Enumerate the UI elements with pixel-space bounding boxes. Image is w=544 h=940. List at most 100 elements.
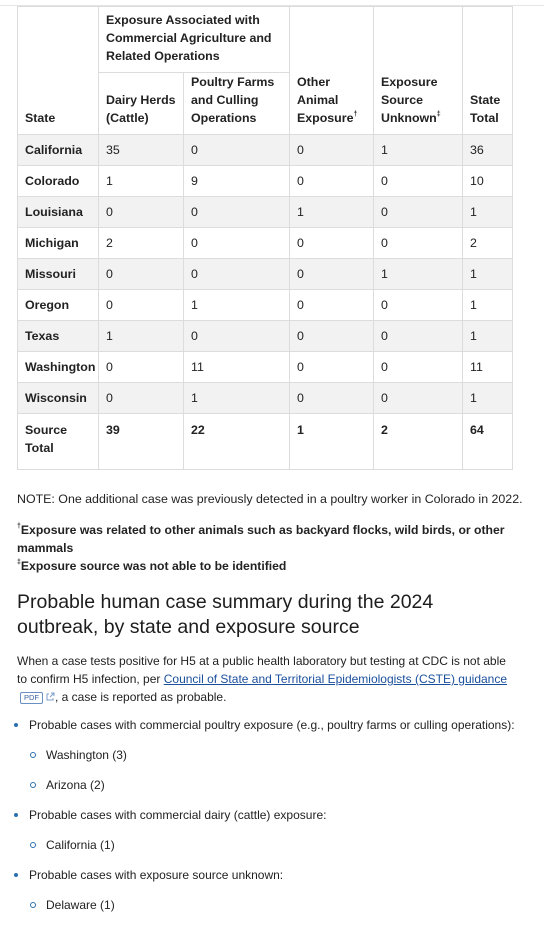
footnote: †Exposure was related to other animals s… xyxy=(17,521,522,557)
state-cell: Louisiana xyxy=(17,196,99,228)
count-cell: 0 xyxy=(289,382,374,414)
case-list: Probable cases with commercial poultry e… xyxy=(0,716,520,926)
count-cell: 0 xyxy=(183,196,290,228)
count-cell: 0 xyxy=(183,134,290,166)
column-header: State xyxy=(17,6,99,135)
intro-text: , a case is reported as probable. xyxy=(55,690,227,704)
sub-item: Washington (3) xyxy=(29,746,520,764)
count-cell: 1 xyxy=(289,196,374,228)
column-label: Exposure Source Unknown xyxy=(381,75,438,125)
table-row: Washington 0 11 0 0 11 xyxy=(17,351,513,383)
count-cell: 36 xyxy=(462,134,513,166)
state-cell: Michigan xyxy=(17,227,99,259)
count-cell: 0 xyxy=(373,289,463,321)
state-cell: California xyxy=(17,134,99,166)
count-cell: 0 xyxy=(373,196,463,228)
footnote-mark: ‡ xyxy=(17,559,21,566)
count-cell: 0 xyxy=(289,134,374,166)
state-cell: Colorado xyxy=(17,165,99,197)
count-cell: 1 xyxy=(98,320,184,352)
count-cell: 1 xyxy=(98,165,184,197)
table-row: Oregon 0 1 0 0 1 xyxy=(17,289,513,321)
pdf-badge: PDF xyxy=(20,692,43,704)
count-cell: 1 xyxy=(462,258,513,290)
sub-list: Washington (3) Arizona (2) xyxy=(29,746,520,794)
count-cell: 1 xyxy=(183,382,290,414)
count-cell: 2 xyxy=(373,413,463,470)
list-item: Probable cases with exposure source unkn… xyxy=(0,866,520,914)
table-row: Texas 1 0 0 0 1 xyxy=(17,320,513,352)
sub-item: California (1) xyxy=(29,836,520,854)
footnote-text: Exposure source was not able to be ident… xyxy=(20,559,287,573)
footnote-mark: ‡ xyxy=(436,111,441,118)
note: NOTE: One additional case was previously… xyxy=(17,492,523,506)
count-cell: 1 xyxy=(462,196,513,228)
table-row: California 35 0 0 1 36 xyxy=(17,134,513,166)
sub-item: Delaware (1) xyxy=(29,896,520,914)
state-cell: Wisconsin xyxy=(17,382,99,414)
footnote-mark: † xyxy=(353,111,358,118)
count-cell: 0 xyxy=(373,227,463,259)
count-cell: 0 xyxy=(98,289,184,321)
state-cell: Oregon xyxy=(17,289,99,321)
count-cell: 0 xyxy=(289,351,374,383)
state-cell: Source Total xyxy=(17,413,99,470)
state-cell: Washington xyxy=(17,351,99,383)
column-header: Poultry Farms and Culling Operations xyxy=(183,72,290,135)
case-table: State Exposure Associated with Commercia… xyxy=(17,6,513,470)
count-cell: 22 xyxy=(183,413,290,470)
intro: When a case tests positive for H5 at a p… xyxy=(17,652,517,706)
state-cell: Missouri xyxy=(17,258,99,290)
count-cell: 11 xyxy=(183,351,290,383)
column-header: Dairy Herds (Cattle) xyxy=(98,72,184,135)
count-cell: 64 xyxy=(462,413,513,470)
table-row: Michigan 2 0 0 0 2 xyxy=(17,227,513,259)
table-row: Colorado 1 9 0 0 10 xyxy=(17,165,513,197)
column-header: Other Animal Exposure† xyxy=(289,6,374,135)
count-cell: 0 xyxy=(183,258,290,290)
count-cell: 1 xyxy=(462,382,513,414)
count-cell: 0 xyxy=(183,320,290,352)
count-cell: 10 xyxy=(462,165,513,197)
count-cell: 0 xyxy=(98,258,184,290)
external-icon xyxy=(46,692,55,701)
count-cell: 1 xyxy=(373,134,463,166)
list-item: Probable cases with commercial dairy (ca… xyxy=(0,806,520,854)
count-cell: 2 xyxy=(462,227,513,259)
footnote: ‡Exposure source was not able to be iden… xyxy=(17,557,522,575)
link[interactable]: Council of State and Territorial Epidemi… xyxy=(163,672,508,686)
footnotes: †Exposure was related to other animals s… xyxy=(17,521,522,575)
count-cell: 1 xyxy=(462,289,513,321)
section-heading: Probable human case summary during the 2… xyxy=(17,591,434,638)
count-cell: 0 xyxy=(289,320,374,352)
count-cell: 0 xyxy=(98,351,184,383)
count-cell: 0 xyxy=(373,351,463,383)
table-body: California 35 0 0 1 36 Colorado 1 9 0 0 10 Louisiana… xyxy=(17,134,513,470)
count-cell: 0 xyxy=(183,227,290,259)
count-cell: 0 xyxy=(289,289,374,321)
column-header: Exposure Source Unknown‡ xyxy=(373,6,463,135)
count-cell: 0 xyxy=(373,382,463,414)
divider xyxy=(0,5,544,6)
count-cell: 0 xyxy=(98,382,184,414)
count-cell: 9 xyxy=(183,165,290,197)
intro-text: When a case tests positive for H5 at a p… xyxy=(17,654,506,686)
table-row: Louisiana 0 0 1 0 1 xyxy=(17,196,513,228)
count-cell: 0 xyxy=(373,165,463,197)
list-text: Probable cases with commercial poultry e… xyxy=(29,718,515,732)
count-cell: 1 xyxy=(183,289,290,321)
count-cell: 1 xyxy=(373,258,463,290)
table-row: Wisconsin 0 1 0 0 1 xyxy=(17,382,513,414)
list-text: Probable cases with exposure source unkn… xyxy=(29,868,284,882)
group-header: Exposure Associated with Commercial Agri… xyxy=(98,6,290,73)
count-cell: 39 xyxy=(98,413,184,470)
state-cell: Texas xyxy=(17,320,99,352)
column-label: Other Animal Exposure xyxy=(297,75,354,125)
footnote-text: Exposure was related to other animals su… xyxy=(17,523,505,555)
table-row: Source Total 39 22 1 2 64 xyxy=(17,413,513,470)
list-text: Probable cases with commercial dairy (ca… xyxy=(29,808,327,822)
count-cell: 0 xyxy=(373,320,463,352)
count-cell: 0 xyxy=(98,196,184,228)
sub-list: Delaware (1) xyxy=(29,896,520,914)
